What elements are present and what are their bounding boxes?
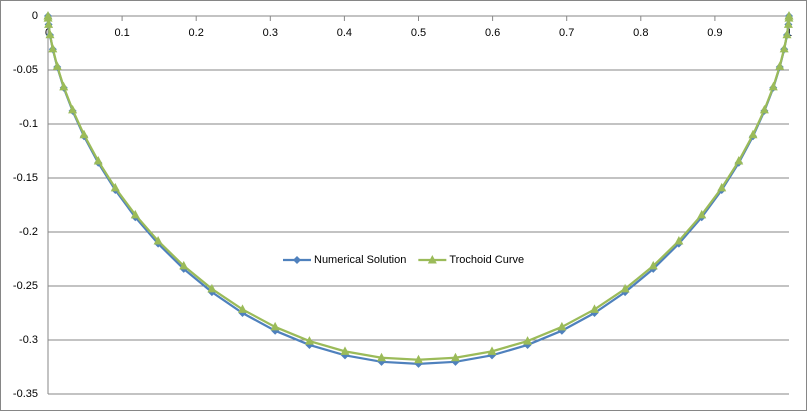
data-point <box>784 11 794 20</box>
x-tick-label: 0.7 <box>559 27 574 39</box>
data-point <box>179 260 189 270</box>
data-point <box>52 61 62 70</box>
y-tick-label: -0.25 <box>13 280 38 292</box>
data-point <box>207 283 217 293</box>
data-point <box>270 321 280 331</box>
data-point <box>130 209 140 219</box>
data-point <box>648 260 658 270</box>
data-point <box>110 182 120 192</box>
data-point <box>44 19 54 28</box>
y-tick-label: -0.35 <box>13 388 38 400</box>
y-tick-label: -0.1 <box>19 118 38 130</box>
y-tick-label: -0.15 <box>13 172 38 184</box>
x-tick-label: 0.9 <box>707 27 722 39</box>
data-point <box>674 235 684 245</box>
data-point <box>48 43 58 53</box>
legend: Numerical Solution Trochoid Curve <box>283 254 524 266</box>
x-tick-label: 0.6 <box>485 27 500 39</box>
x-tick-label: 0.8 <box>633 27 648 39</box>
data-point <box>153 235 163 245</box>
data-point <box>93 156 103 165</box>
data-point <box>414 354 423 364</box>
data-point <box>43 13 53 22</box>
data-point <box>59 81 69 91</box>
data-point <box>79 129 89 139</box>
data-point <box>620 283 630 293</box>
data-point <box>304 336 314 345</box>
data-point <box>68 104 78 114</box>
data-point <box>589 304 599 313</box>
y-tick-label: -0.3 <box>19 334 38 346</box>
data-point <box>779 43 789 53</box>
data-point <box>340 346 350 355</box>
legend-label: Trochoid Curve <box>449 254 524 266</box>
data-point <box>759 104 769 114</box>
x-tick-label: 0 <box>45 27 51 39</box>
x-tick-label: 0.2 <box>189 27 204 39</box>
data-point <box>782 29 792 39</box>
legend-label: Numerical Solution <box>314 254 406 266</box>
data-point <box>523 336 533 345</box>
data-point <box>377 352 387 362</box>
data-point <box>238 304 248 313</box>
data-point <box>768 81 778 91</box>
x-tick-label: 0.4 <box>337 27 352 39</box>
y-tick-label: 0 <box>32 10 38 22</box>
legend-marker <box>427 255 437 264</box>
data-point <box>748 129 758 139</box>
data-point <box>557 321 567 331</box>
data-point <box>717 182 727 192</box>
x-tick-label: 1 <box>786 27 792 39</box>
y-tick-label: -0.2 <box>19 226 38 238</box>
data-point <box>734 156 744 165</box>
legend-marker <box>293 256 301 264</box>
data-point <box>450 352 460 362</box>
y-tick-label: -0.05 <box>13 64 38 76</box>
x-tick-label: 0.3 <box>263 27 278 39</box>
data-point <box>487 346 497 355</box>
data-point <box>697 209 707 219</box>
data-point <box>783 19 793 28</box>
x-tick-label: 0.5 <box>411 27 426 39</box>
data-point <box>775 61 785 70</box>
x-tick-label: 0.1 <box>114 27 129 39</box>
data-point <box>45 29 55 39</box>
